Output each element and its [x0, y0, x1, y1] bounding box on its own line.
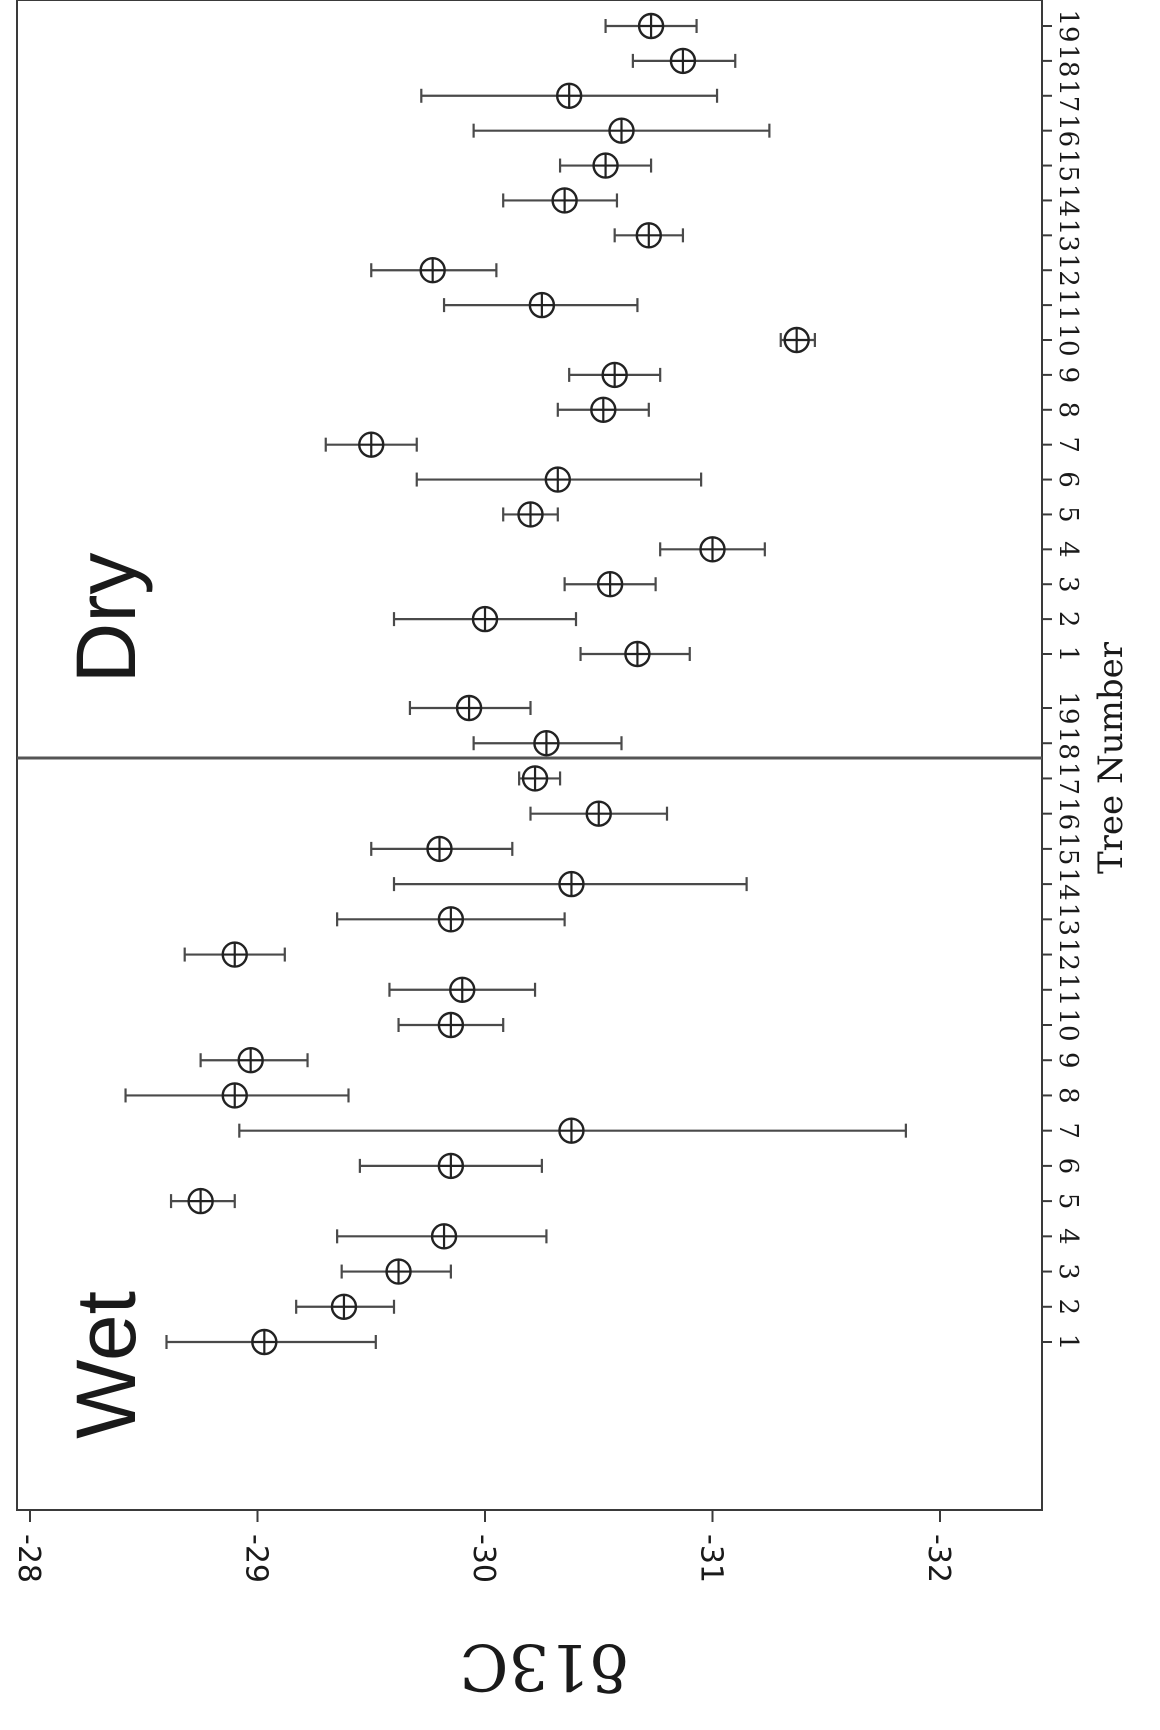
tree-tick-label: 18	[1053, 44, 1083, 77]
data-point-dry-13	[613, 222, 685, 249]
tree-tick-label: 13	[1053, 219, 1083, 252]
tree-tick-label: 5	[1053, 1193, 1083, 1210]
tree-tick-label: 4	[1053, 1228, 1083, 1245]
data-point-wet-6	[358, 1152, 543, 1180]
tree-tick-label: 16	[1053, 797, 1083, 830]
x-axis-title: Tree Number	[1091, 641, 1131, 874]
tree-number-axis: 1234567891011121314151617181912345678910…	[1042, 9, 1083, 1350]
data-point-dry-12	[370, 257, 498, 284]
tree-tick-label: 1	[1053, 646, 1083, 663]
tree-tick-label: 2	[1053, 611, 1083, 628]
tree-tick-label: 19	[1053, 691, 1083, 724]
tree-tick-label: 6	[1053, 471, 1083, 488]
data-point-dry-8	[556, 396, 650, 423]
value-tick-label: -30	[466, 1534, 501, 1583]
data-point-wet-2	[295, 1293, 396, 1320]
tree-tick-label: 7	[1053, 1122, 1083, 1139]
data-point-dry-5	[502, 501, 559, 528]
data-point-dry-4	[659, 536, 766, 563]
data-point-dry-3	[563, 571, 657, 598]
data-point-dry-18	[631, 47, 737, 75]
data-point-dry-6	[415, 466, 703, 493]
data-point-dry-11	[442, 291, 639, 319]
data-point-dry-1	[579, 640, 691, 668]
data-point-dry-14	[502, 187, 619, 214]
data-point-wet-14	[392, 870, 748, 898]
y-axis-title: δ13C	[460, 1629, 629, 1703]
tree-tick-label: 10	[1053, 1008, 1083, 1041]
tree-tick-label: 16	[1053, 114, 1083, 147]
data-point-wet-15	[370, 835, 514, 863]
data-point-wet-8	[124, 1082, 350, 1109]
data-point-dry-16	[472, 117, 771, 144]
tree-tick-label: 15	[1053, 149, 1083, 182]
panel-label-wet: Wet	[59, 1291, 153, 1439]
data-point-dry-19	[604, 12, 698, 40]
data-point-wet-19	[408, 694, 532, 722]
tree-tick-label: 8	[1053, 1087, 1083, 1104]
data-point-dry-10	[779, 326, 816, 354]
data-point-wet-1	[165, 1328, 377, 1356]
tree-tick-label: 1	[1053, 1334, 1083, 1351]
tree-tick-label: 4	[1053, 541, 1083, 558]
tree-tick-label: 15	[1053, 832, 1083, 865]
tree-tick-label: 17	[1053, 79, 1083, 112]
data-point-dry-15	[558, 152, 653, 179]
tree-tick-label: 6	[1053, 1158, 1083, 1175]
value-tick-label: -31	[694, 1534, 729, 1583]
data-point-wet-18	[472, 730, 623, 757]
data-marks	[124, 12, 907, 1356]
data-point-wet-9	[199, 1047, 309, 1074]
data-point-wet-11	[388, 976, 537, 1003]
data-point-wet-4	[336, 1223, 548, 1250]
tree-tick-label: 19	[1053, 9, 1083, 42]
data-point-dry-9	[568, 361, 662, 389]
tree-tick-label: 3	[1053, 576, 1083, 593]
tree-tick-label: 13	[1053, 903, 1083, 936]
tree-tick-label: 8	[1053, 402, 1083, 419]
tree-tick-label: 12	[1053, 254, 1083, 287]
data-point-dry-17	[420, 82, 719, 109]
data-point-wet-16	[529, 800, 669, 827]
tree-tick-label: 3	[1053, 1263, 1083, 1280]
value-tick-label: -32	[921, 1534, 956, 1583]
tree-tick-label: 12	[1053, 938, 1083, 971]
panel-label-dry: Dry	[59, 553, 153, 684]
tree-tick-label: 14	[1053, 184, 1083, 217]
data-point-wet-3	[340, 1258, 452, 1285]
data-point-wet-10	[397, 1011, 505, 1039]
data-point-wet-7	[238, 1117, 907, 1144]
tree-tick-label: 5	[1053, 506, 1083, 523]
tree-tick-label: 7	[1053, 436, 1083, 453]
data-point-dry-7	[324, 431, 418, 458]
tree-tick-label: 18	[1053, 727, 1083, 760]
value-axis: -28 -29 -30 -31 -32	[11, 1510, 956, 1583]
data-point-dry-2	[392, 605, 578, 633]
value-tick-label: -28	[11, 1534, 46, 1583]
data-point-wet-12	[183, 941, 286, 968]
tree-tick-label: 9	[1053, 1052, 1083, 1069]
plot-frame	[16, 0, 1043, 1511]
axes-layer	[16, 0, 1043, 1511]
data-point-wet-13	[336, 906, 566, 933]
tree-tick-label: 11	[1053, 973, 1083, 1006]
data-point-wet-17	[518, 765, 562, 792]
tree-tick-label: 10	[1053, 323, 1083, 356]
tree-tick-label: 14	[1053, 868, 1083, 901]
tree-tick-label: 11	[1053, 289, 1083, 322]
tree-tick-label: 2	[1053, 1299, 1083, 1316]
value-tick-label: -29	[239, 1534, 274, 1583]
data-point-wet-5	[169, 1187, 236, 1215]
tree-tick-label: 17	[1053, 762, 1083, 795]
tree-tick-label: 9	[1053, 367, 1083, 384]
